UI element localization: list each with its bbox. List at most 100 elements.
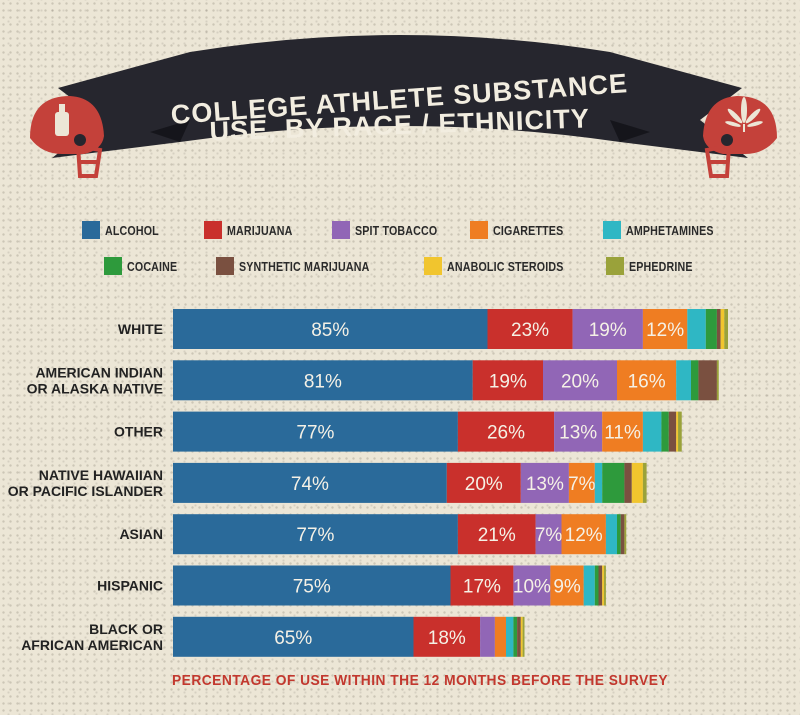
bar-segment-amphetamines [642, 411, 662, 452]
bar-segment-cocaine [513, 616, 518, 657]
bar-value-label: 18% [428, 628, 466, 649]
bar-value-label: 7% [535, 525, 563, 546]
bar-value-label: 19% [589, 320, 627, 341]
legend: ALCOHOL MARIJUANA SPIT TOBACCO CIGARETTE… [0, 0, 800, 290]
bar-segment-cigarettes [561, 514, 606, 555]
bar-value-label: 81% [304, 371, 342, 392]
bar-segment-marijuana [487, 309, 573, 349]
bar-segment-cigarettes [602, 411, 643, 452]
bar-segment-amphetamines [687, 309, 706, 349]
bar-segment-alcohol [173, 462, 447, 503]
bar-segment-cocaine [617, 514, 621, 555]
bar-segment-cigarettes [568, 462, 595, 503]
legend-label: SPIT TOBACCO [355, 222, 438, 238]
title-banner [52, 35, 748, 158]
bar-segment-amphetamines [506, 616, 514, 657]
bar-segment-spit-tobacco [520, 462, 569, 503]
bar-segment-cocaine [705, 309, 717, 349]
bar-segment-alcohol [173, 565, 451, 606]
bar-segment-cigarettes [494, 616, 506, 657]
bar-value-label: 26% [487, 423, 525, 444]
bar-segment-synthetic-marijuana [624, 462, 632, 503]
bar-value-label: 85% [311, 320, 349, 341]
bar-segment-ephedrine [604, 565, 606, 606]
bar-segment-spit-tobacco [554, 411, 603, 452]
bar-segment-synthetic-marijuana [598, 565, 603, 606]
bar-value-label: 7% [568, 474, 596, 495]
bar-segment-alcohol [173, 514, 458, 555]
bar-segment-amphetamines [605, 514, 617, 555]
title: COLLEGE ATHLETE SUBSTANCE USE, BY RACE /… [170, 68, 629, 147]
banner-ribbon [52, 35, 748, 158]
bar-segment-spit-tobacco [535, 514, 562, 555]
cannabis-leaf-icon [725, 97, 763, 132]
bar-segment-cigarettes [642, 309, 688, 349]
bar-segment-synthetic-marijuana [620, 514, 625, 555]
bar-segment-spit-tobacco [543, 360, 617, 401]
category-label: AMERICAN INDIAN OR ALASKA NATIVE [27, 364, 163, 396]
bar-segment-cigarettes [550, 565, 584, 606]
legend-label: CIGARETTES [493, 222, 564, 238]
category-label: ASIAN [119, 526, 163, 542]
legend-item-anabolic-steroids: ANABOLIC STEROIDS [424, 255, 589, 277]
category-label: HISPANIC [97, 578, 163, 594]
category-label: NATIVE HAWAIIAN OR PACIFIC ISLANDER [8, 467, 163, 499]
bar-value-label: 77% [296, 423, 334, 444]
legend-swatch [204, 221, 222, 239]
bar-segment-synthetic-marijuana [668, 411, 677, 452]
bar-segment-spit-tobacco [572, 309, 643, 349]
legend-swatch [104, 257, 122, 275]
bar-segment-anabolic-steroids [520, 616, 523, 657]
bar-segment-marijuana [472, 360, 543, 401]
bar-segment-cocaine [602, 462, 625, 503]
category-label: WHITE [118, 321, 163, 337]
bar-segment-ephedrine [724, 309, 728, 349]
bottle-icon [55, 104, 69, 136]
bar-value-label: 21% [478, 525, 516, 546]
bar-value-label: 11% [604, 423, 641, 444]
bar-value-label: 13% [526, 474, 564, 495]
legend-swatch [216, 257, 234, 275]
bar-segment-spit-tobacco [480, 616, 495, 657]
bar-segment-cocaine [661, 411, 669, 452]
bar-value-label: 77% [296, 525, 334, 546]
bar-segment-amphetamines [676, 360, 691, 401]
bar-value-label: 20% [561, 371, 599, 392]
bar-segment-anabolic-steroids [676, 411, 679, 452]
bar-segment-anabolic-steroids [631, 462, 643, 503]
bar-segment-cocaine [691, 360, 699, 401]
banner-fold-right [610, 120, 650, 142]
bar-segment-cocaine [594, 565, 599, 606]
legend-item-marijuana: MARIJUANA [204, 219, 307, 241]
bar-segment-alcohol [173, 616, 414, 657]
bar-value-label: 23% [511, 320, 549, 341]
bar-segment-ephedrine [624, 514, 627, 555]
bar-value-label: 13% [559, 423, 597, 444]
bar-segment-alcohol [173, 360, 473, 401]
legend-label: ANABOLIC STEROIDS [447, 258, 564, 274]
bar-segment-anabolic-steroids [720, 309, 725, 349]
legend-swatch [424, 257, 442, 275]
legend-label: MARIJUANA [227, 222, 293, 238]
legend-item-alcohol: ALCOHOL [82, 219, 171, 241]
chart-footnote: PERCENTAGE OF USE WITHIN THE 12 MONTHS B… [172, 672, 669, 689]
legend-label: COCAINE [127, 258, 178, 274]
bar-segment-marijuana [446, 462, 521, 503]
bar-segment-synthetic-marijuana [716, 309, 721, 349]
bar-value-label: 74% [291, 474, 329, 495]
bar-value-label: 65% [274, 628, 312, 649]
legend-item-ephedrine: EPHEDRINE [606, 255, 707, 277]
legend-label: EPHEDRINE [629, 258, 693, 274]
football-helmet-left [30, 96, 104, 178]
bar-segment-marijuana [450, 565, 514, 606]
legend-swatch [603, 221, 621, 239]
legend-swatch [470, 221, 488, 239]
bar-segment-ephedrine [522, 616, 525, 657]
bar-segment-spit-tobacco [513, 565, 551, 606]
bar-segment-marijuana [413, 616, 481, 657]
bar-value-label: 12% [646, 320, 684, 341]
legend-swatch [332, 221, 350, 239]
legend-label: AMPHETAMINES [626, 222, 714, 238]
bar-segment-amphetamines [583, 565, 595, 606]
